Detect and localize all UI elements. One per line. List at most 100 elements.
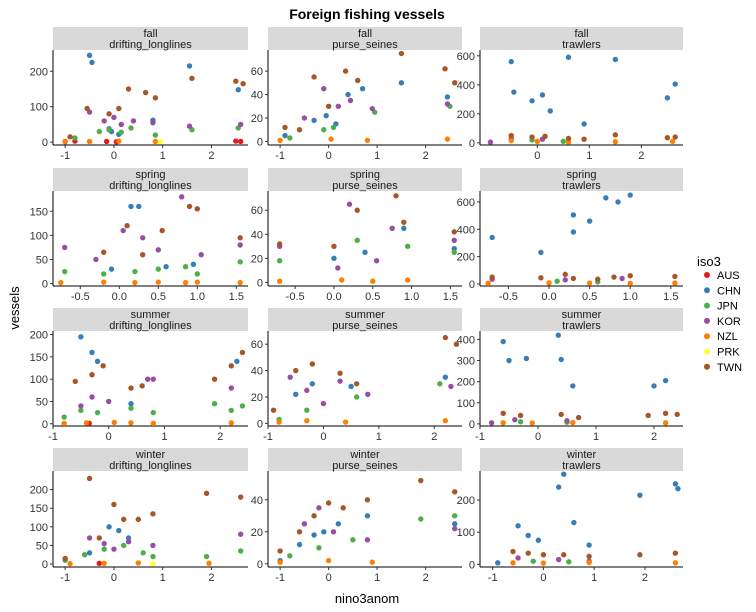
facet-strip-gear: purse_seines xyxy=(332,39,398,51)
x-tick-label: 1 xyxy=(586,150,592,162)
data-point-chn xyxy=(511,89,517,95)
data-point-jpn xyxy=(78,407,84,414)
x-tick-label: 1 xyxy=(161,431,167,443)
data-point-jpn xyxy=(437,381,443,387)
data-point-chn xyxy=(323,112,329,119)
data-point-jpn xyxy=(554,278,560,284)
x-tick-label: -1 xyxy=(488,572,498,584)
data-point-chn xyxy=(128,400,134,407)
data-point-nzl xyxy=(155,279,161,285)
data-point-chn xyxy=(525,532,531,539)
data-point-chn xyxy=(637,492,643,498)
data-point-chn xyxy=(452,521,458,527)
x-tick-label: 0 xyxy=(106,431,112,443)
data-point-kor xyxy=(237,121,244,128)
data-point-twn xyxy=(561,552,567,558)
data-point-chn xyxy=(116,527,122,534)
x-tick-label: 2 xyxy=(431,431,437,443)
y-tick-label: 100 xyxy=(30,522,48,534)
facet-strip xyxy=(268,27,462,50)
data-point-jpn xyxy=(194,271,200,277)
y-tick-label: 200 xyxy=(30,485,48,497)
data-point-kor xyxy=(101,118,107,124)
data-point-twn xyxy=(401,219,407,225)
data-point-chn xyxy=(311,532,317,538)
data-point-nzl xyxy=(276,278,283,284)
data-point-kor xyxy=(346,201,353,207)
data-point-kor xyxy=(515,555,521,561)
data-point-chn xyxy=(128,203,134,210)
data-point-nzl xyxy=(206,560,212,566)
data-point-twn xyxy=(277,548,283,554)
x-tick-label: 2 xyxy=(423,150,429,162)
data-point-twn xyxy=(120,516,127,523)
data-point-kor xyxy=(179,194,185,200)
data-point-twn xyxy=(517,412,524,419)
x-tick-label: -1 xyxy=(275,572,285,584)
legend-label: KOR xyxy=(717,316,741,328)
data-point-twn xyxy=(140,251,146,258)
data-point-chn xyxy=(612,56,619,63)
x-tick-label: 1.0 xyxy=(404,291,419,303)
x-tick-label: 0.5 xyxy=(151,291,166,303)
x-tick-label: 1.5 xyxy=(229,291,244,303)
data-point-chn xyxy=(561,471,567,477)
data-point-aus xyxy=(237,138,244,145)
x-tick-label: 1 xyxy=(374,150,380,162)
data-point-nzl xyxy=(546,280,552,286)
data-point-nzl xyxy=(570,419,576,426)
x-tick-label: -0.5 xyxy=(71,291,90,303)
facet-strip-season: fall xyxy=(574,28,588,40)
y-tick-label: 20 xyxy=(251,527,263,539)
y-tick-label: 400 xyxy=(457,80,475,92)
data-point-twn xyxy=(442,334,449,341)
data-point-chn xyxy=(547,108,553,114)
data-point-twn xyxy=(62,555,68,562)
data-point-twn xyxy=(150,511,156,517)
data-point-nzl xyxy=(116,138,122,144)
legend-item: PRK xyxy=(704,347,740,359)
y-tick-label: 50 xyxy=(36,540,48,552)
data-point-twn xyxy=(442,66,448,72)
data-point-twn xyxy=(100,363,106,369)
data-point-chn xyxy=(586,218,593,224)
y-tick-label: 200 xyxy=(457,252,475,264)
data-point-twn xyxy=(393,193,399,199)
data-point-kor xyxy=(150,119,156,126)
data-point-twn xyxy=(152,95,159,101)
data-point-kor xyxy=(287,374,293,380)
data-point-kor xyxy=(186,123,193,129)
data-point-chn xyxy=(335,521,342,527)
data-point-kor xyxy=(304,387,310,394)
data-point-twn xyxy=(86,475,93,482)
data-point-twn xyxy=(84,105,90,112)
y-tick-label: 0 xyxy=(469,138,475,150)
data-point-twn xyxy=(89,372,95,378)
y-tick-label: 600 xyxy=(457,51,475,63)
data-point-twn xyxy=(293,367,299,374)
facet-strip-gear: trawlers xyxy=(562,460,601,472)
data-point-nzl xyxy=(669,138,676,145)
data-point-kor xyxy=(86,535,93,541)
y-tick-label: 0 xyxy=(257,277,263,289)
facet-strip xyxy=(480,27,683,50)
y-tick-label: 50 xyxy=(36,396,48,408)
data-point-nzl xyxy=(101,279,107,285)
legend: iso3 AUS CHN JPN KOR NZL PRK TWN xyxy=(697,254,742,374)
data-point-twn xyxy=(124,223,130,229)
x-tick-label: 2 xyxy=(642,572,648,584)
data-point-chn xyxy=(538,249,544,256)
data-point-twn xyxy=(240,80,246,87)
y-tick-label: 60 xyxy=(251,205,263,217)
x-tick-label: 0 xyxy=(326,150,332,162)
data-point-jpn xyxy=(118,129,124,135)
data-point-twn xyxy=(645,412,651,419)
data-point-chn xyxy=(508,58,514,65)
data-point-chn xyxy=(539,92,546,98)
y-tick-label: 0 xyxy=(257,136,263,148)
x-tick-label: 1 xyxy=(160,150,166,162)
data-point-jpn xyxy=(106,127,112,133)
x-tick-label: -1 xyxy=(60,150,70,162)
data-point-twn xyxy=(194,206,200,212)
